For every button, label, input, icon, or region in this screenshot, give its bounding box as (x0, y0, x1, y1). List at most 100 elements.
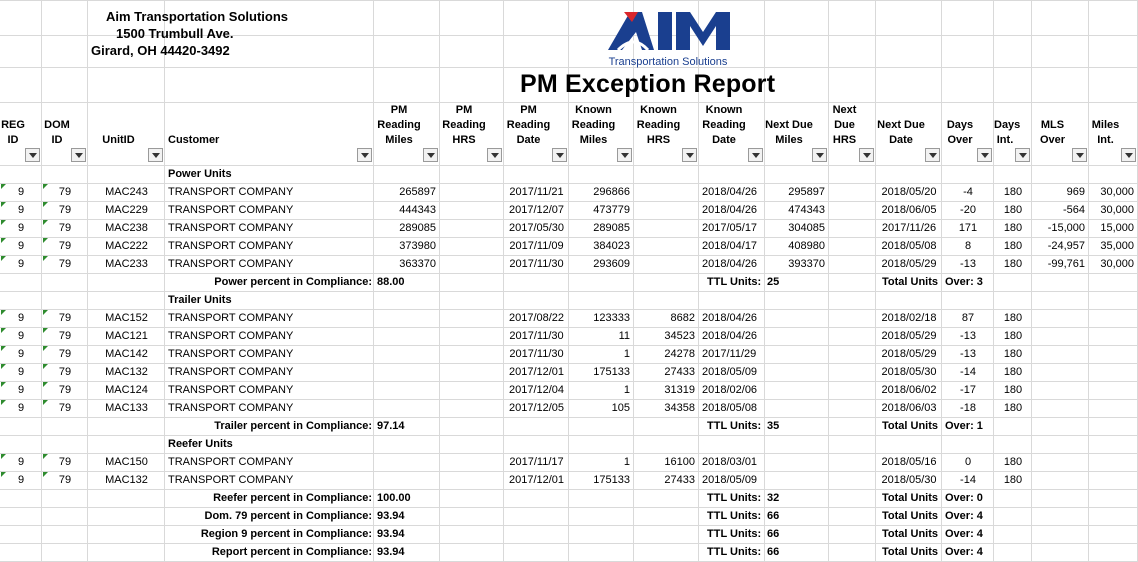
filter-dropdown-button[interactable] (748, 148, 763, 162)
table-cell: 2018/05/29 (881, 258, 937, 270)
grid-row-line (0, 255, 1138, 256)
filter-dropdown-button[interactable] (423, 148, 438, 162)
column-header-line: Reading (377, 119, 421, 131)
column-header: PM Reading Date (504, 103, 553, 148)
table-cell: MAC124 (105, 384, 148, 396)
column-header-line: Known (575, 104, 612, 116)
table-cell: 180 (1003, 330, 1023, 342)
table-cell: 9 (17, 258, 25, 270)
table-cell: 2018/04/26 (702, 186, 758, 198)
filter-dropdown-button[interactable] (682, 148, 697, 162)
compliance-value: 93.94 (377, 546, 405, 558)
table-cell: TRANSPORT COMPANY (168, 456, 294, 468)
filter-dropdown-button[interactable] (1015, 148, 1030, 162)
filter-dropdown-button[interactable] (71, 148, 86, 162)
grid-row-line (0, 525, 1138, 526)
filter-dropdown-button[interactable] (552, 148, 567, 162)
table-cell: TRANSPORT COMPANY (168, 330, 294, 342)
ttl-units-label: TTL Units: (707, 546, 762, 558)
over-count: Over: 4 (945, 546, 983, 558)
comment-indicator (43, 328, 48, 333)
filter-dropdown-button[interactable] (148, 148, 163, 162)
table-cell: 123333 (593, 312, 630, 324)
table-cell: -24,957 (1047, 240, 1085, 252)
table-cell: 2018/05/20 (881, 186, 937, 198)
column-header: Next Due Date (876, 118, 926, 148)
table-cell: 87 (961, 312, 975, 324)
filter-dropdown-button[interactable] (925, 148, 940, 162)
filter-dropdown-button[interactable] (1072, 148, 1087, 162)
filter-dropdown-button[interactable] (487, 148, 502, 162)
filter-dropdown-button[interactable] (617, 148, 632, 162)
column-header-line: PM (520, 104, 537, 116)
column-header: Days Int. (994, 118, 1020, 148)
total-units-label: Total Units (882, 420, 939, 432)
table-cell: 180 (1003, 222, 1023, 234)
table-cell: TRANSPORT COMPANY (168, 204, 294, 216)
comment-indicator (1, 238, 6, 243)
table-cell: 2018/05/09 (702, 366, 758, 378)
table-cell: 289085 (593, 222, 630, 234)
grid-column-line (828, 0, 829, 562)
column-header: UnitID (88, 133, 149, 148)
comment-indicator (43, 382, 48, 387)
column-header: PM Reading Miles (374, 103, 424, 148)
table-cell: 2018/05/16 (881, 456, 937, 468)
filter-dropdown-button[interactable] (859, 148, 874, 162)
column-header-line: Known (640, 104, 677, 116)
column-header-line: Over (1039, 134, 1066, 146)
over-count: Over: 1 (945, 420, 983, 432)
table-cell: 2017/12/01 (508, 474, 565, 486)
table-cell: 295897 (788, 186, 825, 198)
grid-row-line (0, 0, 1138, 1)
table-cell: 2018/05/09 (702, 474, 758, 486)
table-cell: 2018/06/05 (881, 204, 937, 216)
filter-dropdown-button[interactable] (977, 148, 992, 162)
table-cell: 180 (1003, 384, 1023, 396)
table-cell: 2017/12/07 (508, 204, 565, 216)
grid-row-line (0, 435, 1138, 436)
table-cell: 2017/12/04 (508, 384, 565, 396)
column-header: Next Due HRS (829, 103, 860, 148)
table-cell: MAC121 (105, 330, 148, 342)
grid-column-line (993, 0, 994, 562)
table-cell: MAC152 (105, 312, 148, 324)
grid-column-line (164, 0, 165, 562)
table-cell: 79 (58, 258, 72, 270)
filter-dropdown-button[interactable] (25, 148, 40, 162)
grid-row-line (0, 381, 1138, 382)
filter-dropdown-button[interactable] (1121, 148, 1136, 162)
aim-logo: Transportation Solutions (604, 10, 734, 68)
total-units-label: Total Units (882, 510, 939, 522)
table-cell: -564 (1062, 204, 1085, 216)
table-cell: TRANSPORT COMPANY (168, 384, 294, 396)
comment-indicator (1, 400, 6, 405)
table-cell: 474343 (788, 204, 825, 216)
compliance-label: Dom. 79 percent in Compliance: (204, 510, 372, 522)
column-header-line: Reading (636, 119, 681, 131)
column-header-line: Miles (1091, 119, 1120, 131)
ttl-units-value: 35 (767, 420, 780, 432)
filter-dropdown-button[interactable] (812, 148, 827, 162)
column-header: MLS Over (1032, 118, 1073, 148)
table-cell: 30,000 (1100, 204, 1134, 216)
table-cell: -14 (960, 366, 976, 378)
table-cell: 373980 (399, 240, 436, 252)
comment-indicator (43, 454, 48, 459)
compliance-value: 88.00 (377, 276, 405, 288)
table-cell: 444343 (399, 204, 436, 216)
compliance-label: Trailer percent in Compliance: (214, 420, 372, 432)
grid-column-line (87, 0, 88, 562)
ttl-units-label: TTL Units: (707, 492, 762, 504)
comment-indicator (1, 256, 6, 261)
table-cell: 171 (958, 222, 978, 234)
company-address-line1: 1500 Trumbull Ave. (116, 26, 234, 41)
over-count: Over: 3 (945, 276, 983, 288)
column-header-line: DOM (44, 119, 70, 131)
filter-dropdown-button[interactable] (357, 148, 372, 162)
company-name: Aim Transportation Solutions (106, 9, 289, 24)
table-cell: 9 (17, 204, 25, 216)
table-cell: 2017/11/09 (509, 240, 564, 252)
grid-row-line (0, 237, 1138, 238)
grid-row-line (0, 35, 1138, 36)
